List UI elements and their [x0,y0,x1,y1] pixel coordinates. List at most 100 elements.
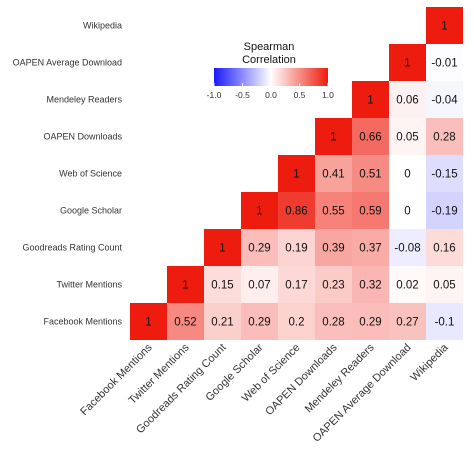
heatmap-cell [315,303,352,340]
cell-value-label: 0.59 [359,206,381,218]
heatmap-cell [315,229,352,266]
heatmap-cell [352,192,389,229]
heatmap-cell [167,266,204,303]
cell-value-label: 0.23 [322,280,344,292]
y-axis-labels: Facebook Mentions Twitter Mentions Goodrea… [13,21,123,327]
cell-value-label: 1 [219,243,225,255]
cell-value-label: 0.19 [285,243,307,255]
cell-value-label: 0.37 [359,243,381,255]
legend-tick-label: 1.0 [322,90,334,100]
heatmap-cell [167,303,204,340]
legend-title-line-1: Spearman [244,41,295,53]
heatmap-cell [426,44,463,81]
y-tick-label: Google Scholar [60,206,122,216]
heatmap-cell [389,229,426,266]
heatmap-cell [204,303,241,340]
cell-value-label: 1 [404,58,410,70]
cell-value-label: 0.16 [433,243,455,255]
cell-value-label: 0 [404,206,410,218]
heatmap-cell [352,155,389,192]
cell-value-label: 1 [367,95,373,107]
heatmap-cell [426,81,463,118]
legend-title-line-2: Correlation [242,54,296,66]
cell-value-label: -0.1 [435,317,455,329]
heatmap-cell [278,266,315,303]
legend-colorbar [214,68,328,86]
cell-value-label: 0.17 [285,280,307,292]
heatmap-cell [389,192,426,229]
cell-value-label: -0.15 [431,169,457,181]
heatmap-cell [315,155,352,192]
heatmap-cell [315,266,352,303]
cell-value-label: 0.02 [396,280,418,292]
heatmap-cell [278,192,315,229]
heatmap-cell [352,118,389,155]
cell-value-label: -0.08 [394,243,420,255]
cell-value-label: 0.05 [433,280,455,292]
cell-value-label: 0.15 [211,280,233,292]
heatmap-cell [389,303,426,340]
legend: Spearman Correlation -1.0 -0.5 0.0 0.5 1.0 [207,41,335,100]
cell-value-label: 0 [404,169,410,181]
heatmap-cell [426,266,463,303]
heatmap-cell [389,155,426,192]
cell-value-label: 0.52 [174,317,196,329]
heatmap-cell [389,44,426,81]
legend-tick-label: -0.5 [235,90,250,100]
cell-value-label: 0.28 [322,317,344,329]
cell-value-label: 1 [330,132,336,144]
heatmap-cell [426,155,463,192]
cell-value-label: 0.21 [211,317,233,329]
cell-value-label: -0.01 [431,58,457,70]
heatmap-cell [352,81,389,118]
cell-value-label: 0.51 [359,169,381,181]
heatmap-cell [426,229,463,266]
heatmap-cell [389,81,426,118]
heatmap-cell [352,229,389,266]
cell-value-label: -0.19 [431,206,457,218]
cell-value-label: 0.55 [322,206,344,218]
y-tick-label: OAPEN Average Download [13,58,122,68]
cell-value-label: 0.27 [396,317,418,329]
heatmap-cell [389,266,426,303]
heatmap-cell [426,7,463,44]
heatmap-cell [278,303,315,340]
y-tick-label: Goodreads Rating Count [22,243,122,253]
heatmap-cell [241,303,278,340]
y-tick-label: Mendeley Readers [46,95,122,105]
heatmap-cell [352,303,389,340]
heatmap-cell [426,192,463,229]
legend-tick-label: 0.0 [265,90,277,100]
y-tick-label: Twitter Mentions [56,280,122,290]
cell-value-label: 0.07 [248,280,270,292]
heatmap-cell [315,118,352,155]
cell-value-label: 0.66 [359,132,381,144]
cell-value-label: 0.2 [289,317,305,329]
cell-value-label: 0.06 [396,95,418,107]
heatmap-cell [241,192,278,229]
x-tick-label: Wikipedia [408,341,451,384]
legend-ticks: -1.0 -0.5 0.0 0.5 1.0 [207,83,334,100]
cell-value-label: 0.05 [396,132,418,144]
cell-value-label: -0.04 [431,95,458,107]
cell-value-label: 0.29 [359,317,381,329]
heatmap-cell [389,118,426,155]
x-tick-label: Mendeley Readers [303,341,377,415]
cell-value-label: 1 [145,317,151,329]
x-tick-label: Facebook Mentions [78,341,155,418]
y-tick-label: Facebook Mentions [43,317,122,327]
cell-value-label: 0.28 [433,132,455,144]
y-tick-label: Wikipedia [83,21,122,31]
cell-value-label: 1 [182,280,188,292]
heatmap-cell [278,229,315,266]
cell-value-label: 1 [293,169,299,181]
heatmap-cell [204,229,241,266]
heatmap-cell [352,266,389,303]
heatmap-cell [278,155,315,192]
cell-value-label: 0.32 [359,280,381,292]
legend-tick-label: 0.5 [294,90,306,100]
heatmap-cell [315,192,352,229]
cell-value-label: 1 [441,21,447,33]
